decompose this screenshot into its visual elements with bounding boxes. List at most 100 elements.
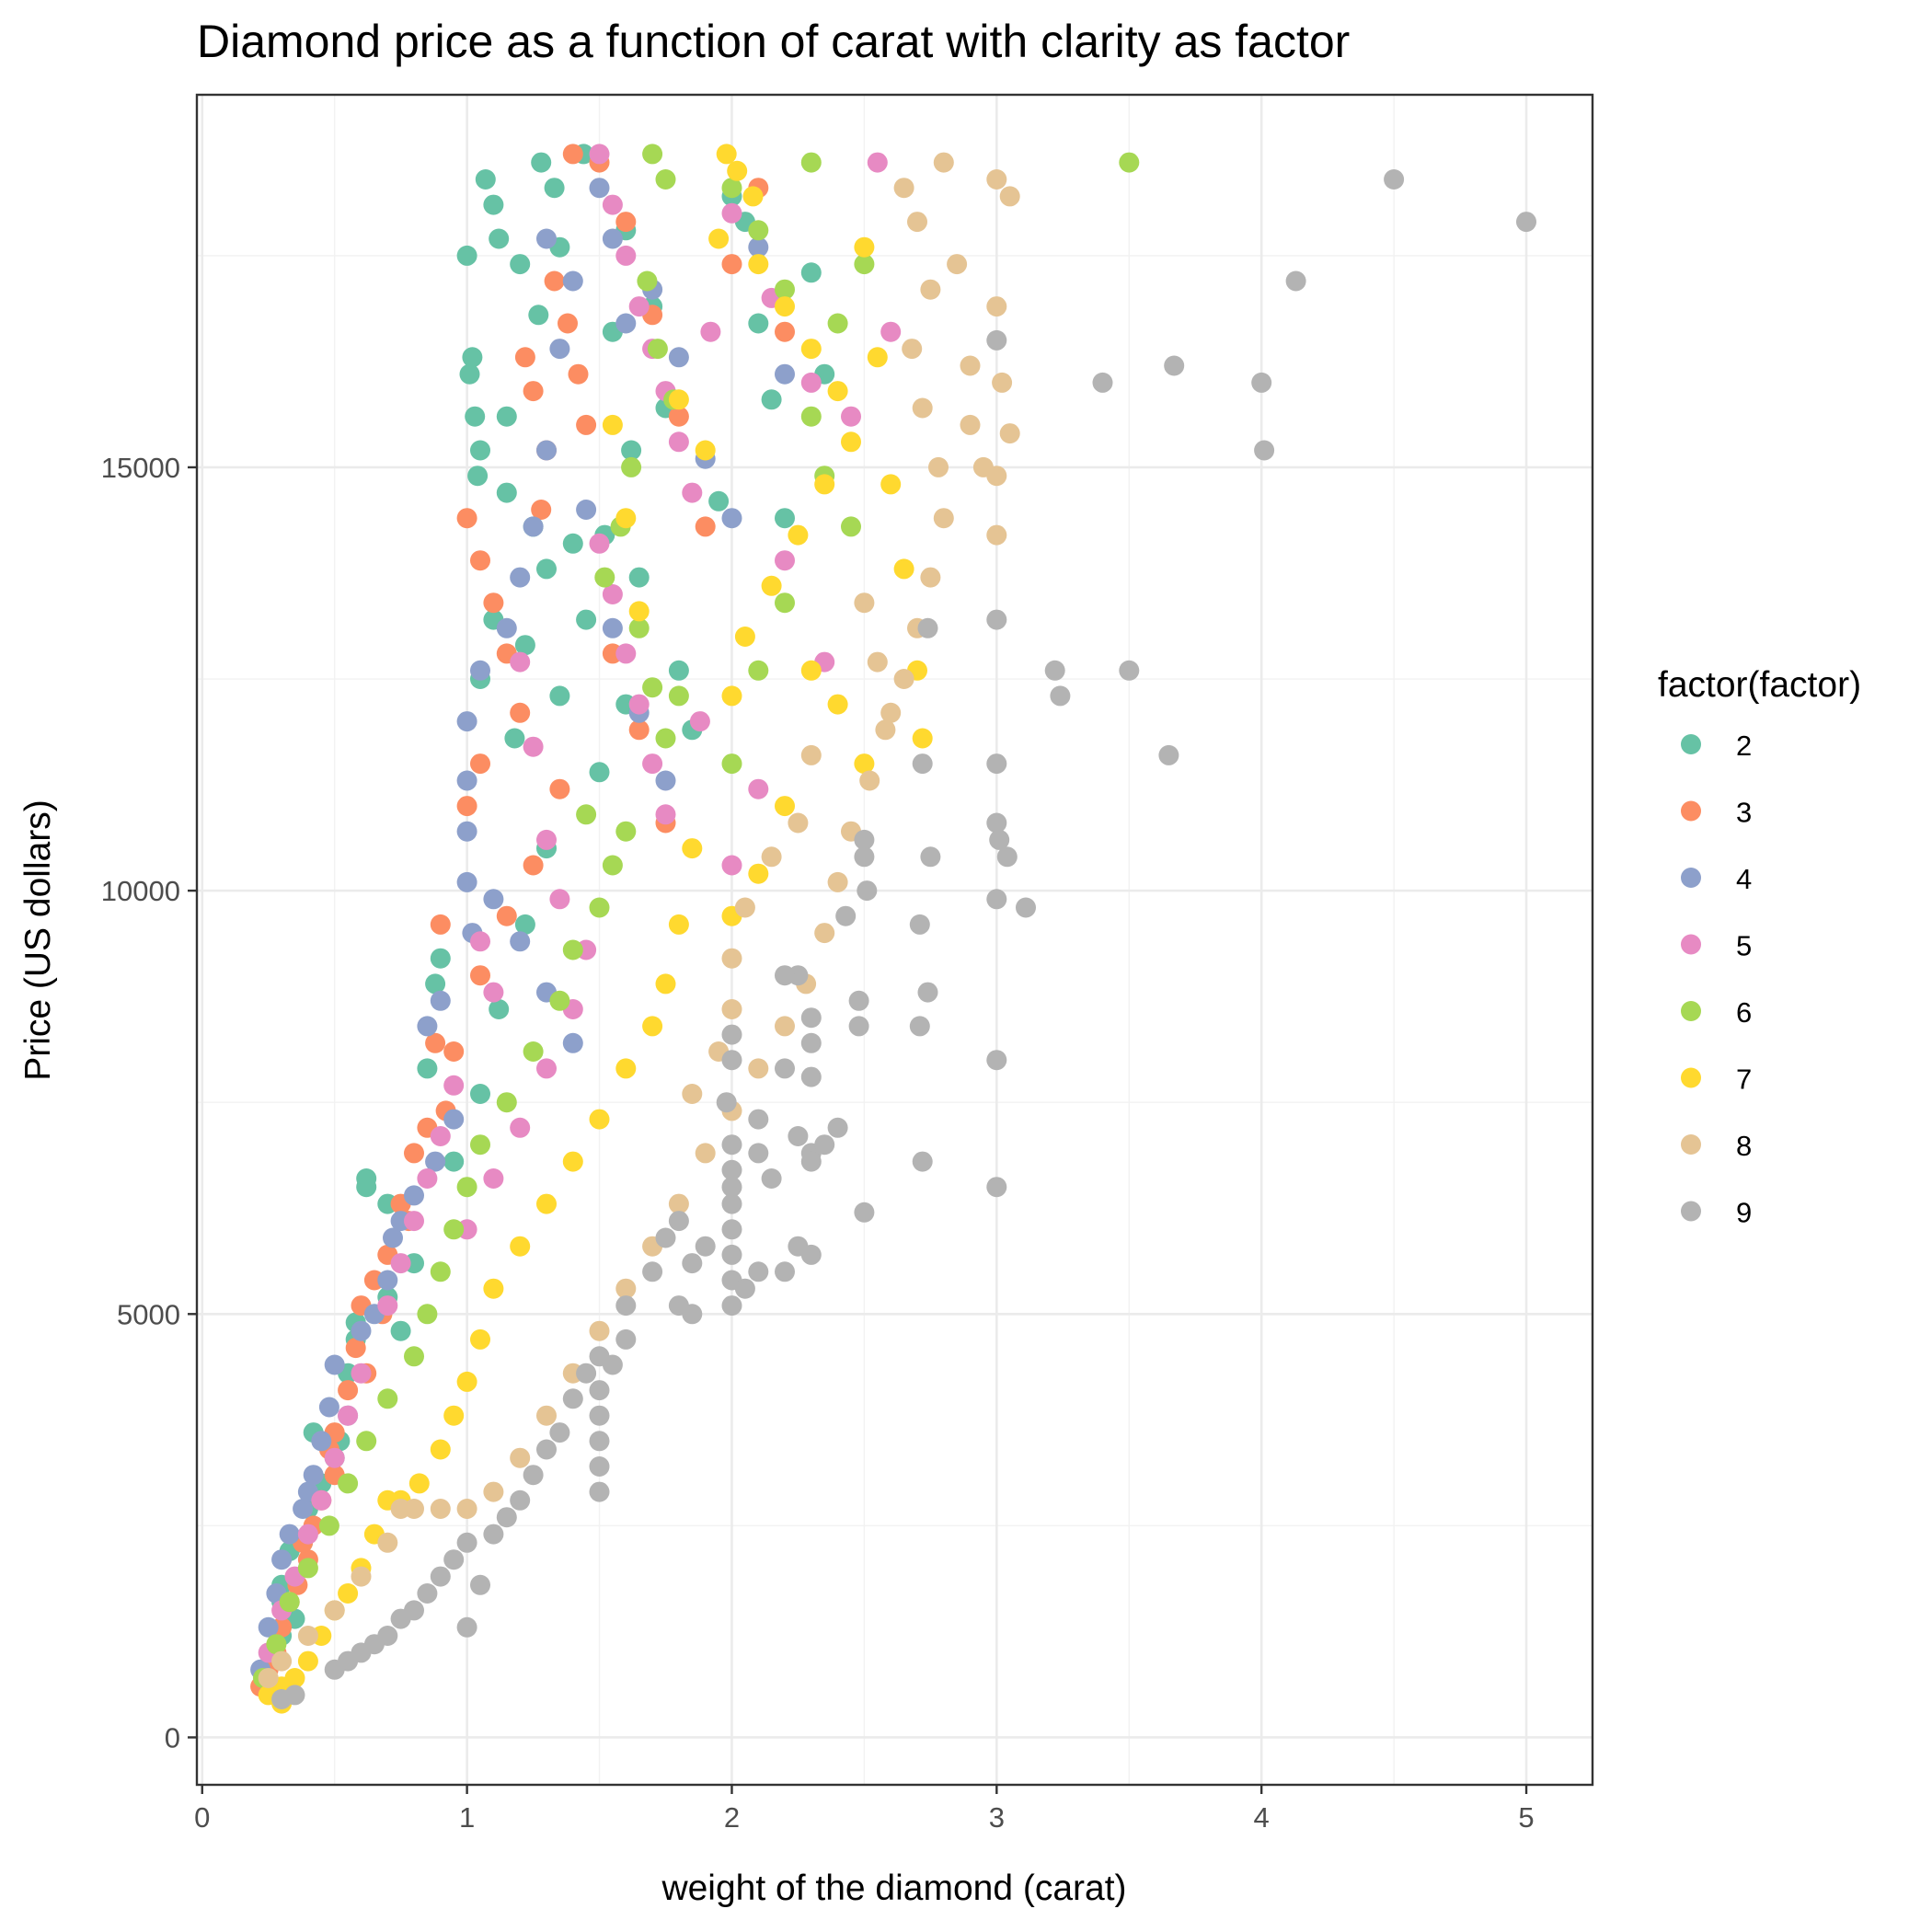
data-point <box>933 152 954 173</box>
data-point <box>576 609 597 630</box>
data-point <box>602 414 623 435</box>
series-6 <box>253 144 1140 1688</box>
data-point <box>827 313 848 334</box>
data-point <box>867 347 888 368</box>
data-point <box>668 431 689 453</box>
data-point <box>835 905 857 926</box>
data-point <box>800 1007 822 1029</box>
data-point <box>854 753 875 775</box>
data-point <box>258 1668 279 1688</box>
data-point <box>318 1397 339 1418</box>
data-point <box>404 1185 424 1206</box>
data-point <box>761 1168 782 1189</box>
data-point <box>549 990 570 1011</box>
data-point <box>1050 685 1071 707</box>
data-point <box>483 1278 504 1299</box>
data-point <box>338 1583 359 1604</box>
data-point <box>748 220 769 241</box>
data-point <box>708 228 730 249</box>
data-point <box>318 1515 339 1536</box>
data-point <box>510 567 531 588</box>
data-point <box>880 321 902 342</box>
data-point <box>716 1092 737 1113</box>
data-point <box>456 796 477 817</box>
data-point <box>721 178 742 199</box>
data-point <box>338 1380 359 1401</box>
legend-swatch <box>1681 868 1701 888</box>
legend-title: factor(factor) <box>1658 665 1861 705</box>
data-point <box>902 339 923 360</box>
data-point <box>390 1320 411 1341</box>
data-point <box>748 778 769 799</box>
data-point <box>430 990 451 1011</box>
data-point <box>788 1126 809 1146</box>
data-point <box>642 144 663 165</box>
data-point <box>589 533 610 554</box>
data-point <box>271 1689 293 1709</box>
data-point <box>775 1261 795 1282</box>
x-tick-label: 4 <box>1254 1801 1270 1834</box>
data-point <box>748 1109 769 1130</box>
data-point <box>668 1193 689 1214</box>
data-point <box>456 245 477 266</box>
data-point <box>621 440 642 461</box>
data-point <box>456 821 477 842</box>
data-point <box>602 584 623 604</box>
data-point <box>1516 212 1536 233</box>
data-point <box>589 1405 610 1426</box>
data-point <box>775 321 795 342</box>
y-tick-label: 10000 <box>101 875 180 907</box>
data-point <box>531 500 552 520</box>
data-point <box>1384 169 1405 190</box>
data-point <box>721 1295 742 1317</box>
data-point <box>467 466 489 487</box>
data-point <box>668 660 689 681</box>
data-point <box>456 871 477 892</box>
data-point <box>589 1456 610 1477</box>
data-point <box>465 406 486 427</box>
data-point <box>708 490 730 512</box>
data-point <box>425 1032 446 1053</box>
data-point <box>700 321 721 342</box>
legend-label: 4 <box>1736 863 1752 895</box>
data-point <box>721 508 742 529</box>
data-point <box>338 1405 359 1426</box>
legend-item: 4 <box>1681 863 1752 895</box>
data-point <box>483 592 504 614</box>
data-points <box>250 144 1536 1714</box>
data-point <box>510 651 531 673</box>
data-point <box>271 1650 293 1672</box>
data-point <box>721 202 742 224</box>
data-point <box>716 144 737 165</box>
legend-swatch <box>1681 800 1701 822</box>
data-point <box>456 1616 477 1638</box>
data-point <box>562 533 583 554</box>
data-point <box>721 1177 742 1198</box>
data-point <box>761 846 782 868</box>
data-point <box>430 1499 451 1519</box>
data-point <box>510 702 531 723</box>
data-point <box>854 254 875 275</box>
legend-item: 6 <box>1681 996 1752 1029</box>
data-point <box>721 685 742 707</box>
data-point <box>695 1143 716 1164</box>
y-axis-title: Price (US dollars) <box>18 799 58 1081</box>
data-point <box>814 923 835 944</box>
data-point <box>628 694 650 715</box>
data-point <box>602 194 623 215</box>
data-point <box>827 1117 848 1138</box>
data-point <box>514 347 535 368</box>
data-point <box>748 254 769 275</box>
data-point <box>928 456 949 477</box>
data-point <box>857 880 878 902</box>
data-point <box>456 1499 477 1519</box>
data-point <box>775 965 795 986</box>
data-point <box>589 1346 610 1367</box>
data-point <box>549 339 570 360</box>
data-point <box>562 1151 583 1172</box>
data-point <box>682 838 703 859</box>
series-8 <box>258 152 1020 1688</box>
data-point <box>721 1219 742 1240</box>
data-point <box>912 397 933 419</box>
data-point <box>536 440 557 461</box>
